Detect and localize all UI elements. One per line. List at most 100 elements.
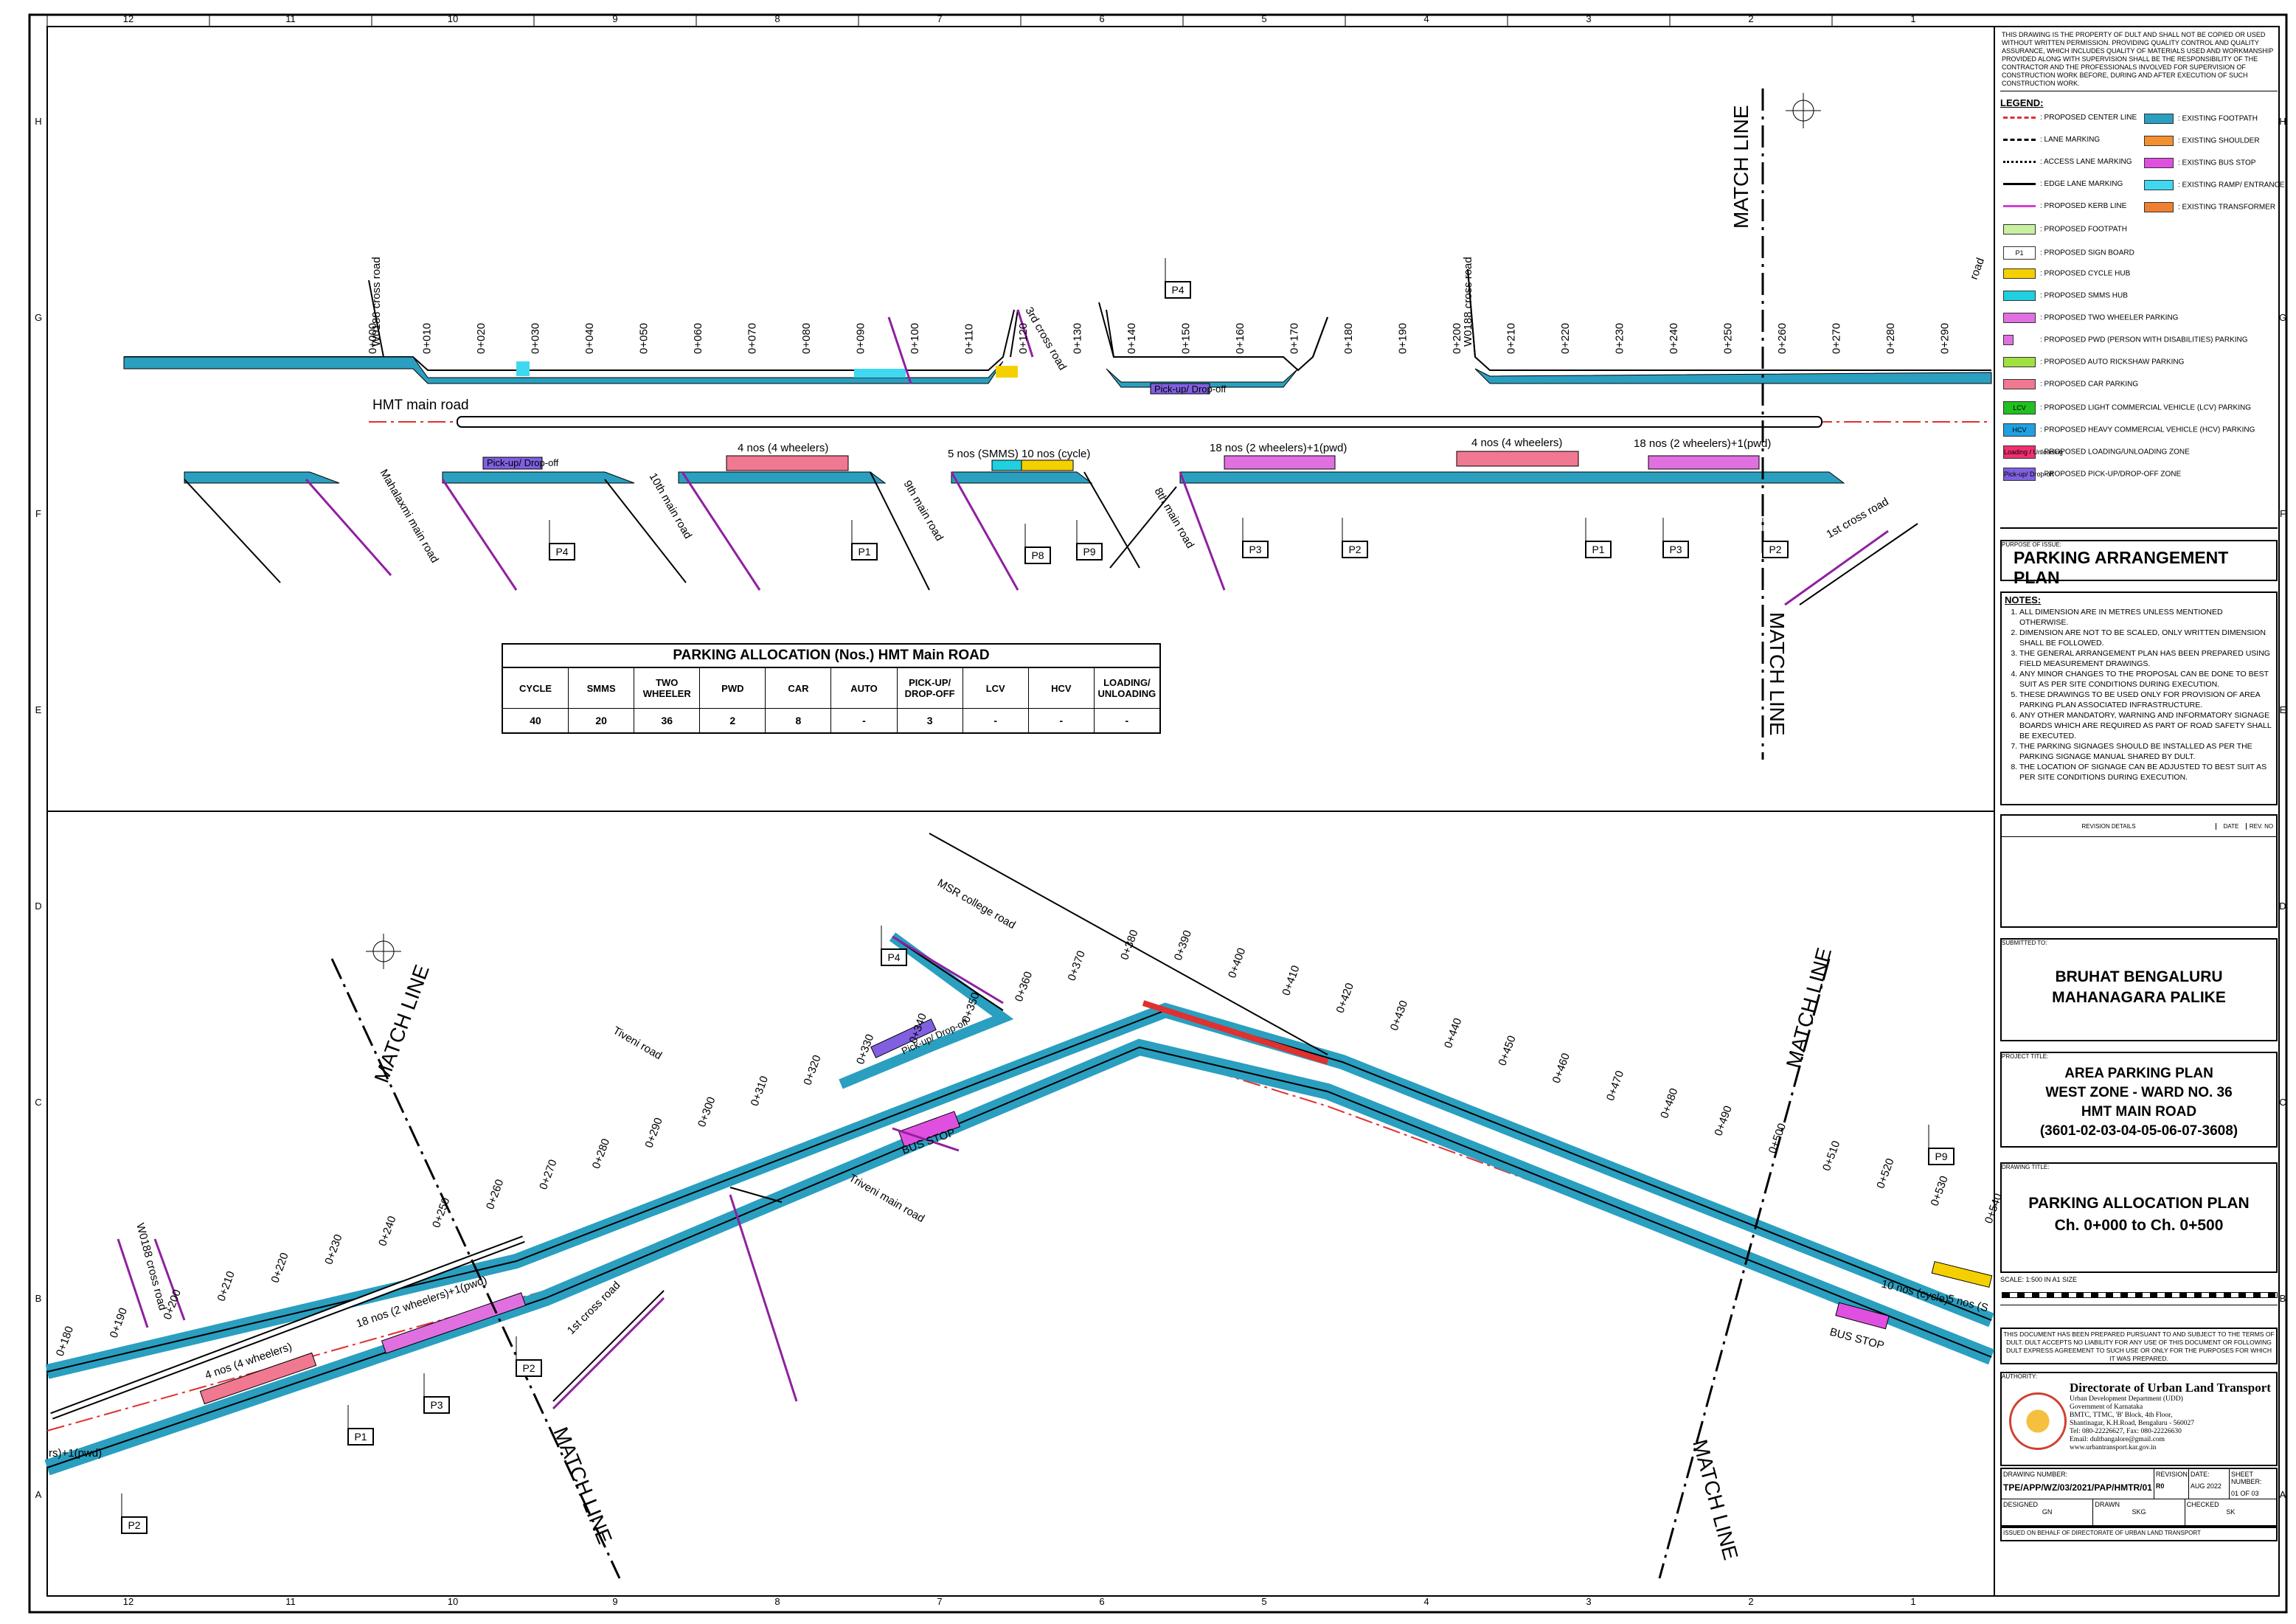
- legend-label: : PROPOSED SIGN BOARD: [2040, 249, 2134, 257]
- revision-table: REVISION DETAILS DATE REV. NO: [2000, 814, 2278, 928]
- legend-label: : PROPOSED KERB LINE: [2040, 202, 2127, 210]
- table-cell: 8: [766, 709, 832, 732]
- chainage-label: 0+150: [1180, 323, 1193, 354]
- grid-column-label: 3: [1586, 1596, 1591, 1607]
- chainage-label: 0+100: [909, 323, 921, 354]
- road-label: Tiveni road: [611, 1024, 664, 1063]
- chainage-label: 0+420: [1334, 982, 1356, 1015]
- table-header-cell: TWO WHEELER: [634, 668, 701, 708]
- drawing-number: TPE/APP/WZ/03/2021/PAP/HMTR/01: [2003, 1482, 2152, 1493]
- table-title: PARKING ALLOCATION (Nos.) HMT Main ROAD: [503, 645, 1159, 668]
- bottom-plan: [44, 833, 1995, 1579]
- legend-swatch: [2003, 138, 2036, 141]
- grid-column-label: 8: [774, 13, 780, 24]
- bus-stop-label: BUS STOP: [1828, 1325, 1885, 1352]
- chainage-label: 0+370: [1066, 949, 1088, 982]
- grid-row-label: B: [35, 1293, 42, 1304]
- sign-board-label: P2: [1769, 544, 1781, 555]
- notes-list: ALL DIMENSION ARE IN METRES UNLESS MENTI…: [2005, 607, 2273, 782]
- legend-swatch: [2003, 313, 2036, 323]
- grid-column-label: 11: [285, 13, 296, 24]
- note-item: THE LOCATION OF SIGNAGE CAN BE ADJUSTED …: [2019, 762, 2273, 782]
- table-header-cell: HCV: [1029, 668, 1095, 708]
- parking-label: 4 nos (4 wheelers): [1471, 437, 1562, 449]
- north-footpath-3: [1474, 368, 1992, 384]
- legend-item: : PROPOSED FOOTPATH: [2003, 224, 2127, 235]
- revision-header: REVISION DETAILS: [2081, 822, 2136, 830]
- sign-board-label: P2: [1348, 544, 1361, 555]
- two-wheeler-parking-bottom: [381, 1292, 527, 1354]
- table-header-cell: SMMS: [569, 668, 635, 708]
- chainage-label: 0+130: [1072, 323, 1084, 354]
- grid-column-label: 5: [1261, 1596, 1266, 1607]
- chainage-label: 0+210: [1505, 323, 1518, 354]
- date-value: AUG 2022: [2190, 1482, 2222, 1490]
- sheet-value: 01 OF 03: [2230, 1490, 2259, 1497]
- authority-line: BMTC, TTMC, 'B' Block, 4th Floor,: [2070, 1412, 2173, 1419]
- sign-board: [1242, 541, 1269, 558]
- allocation-table: PARKING ALLOCATION (Nos.) HMT Main ROAD …: [502, 643, 1161, 734]
- chainage-label: 0+320: [801, 1053, 823, 1086]
- match-line-label: MATCH LINE: [549, 1424, 616, 1547]
- road-label: 9th main road: [901, 479, 946, 544]
- project-title: PROJECT TITLE: AREA PARKING PLAN WEST ZON…: [2000, 1052, 2278, 1148]
- scale-graphic: [2002, 1292, 2278, 1298]
- road-label: 1st cross road: [1825, 496, 1891, 541]
- chainage-label: 0+260: [484, 1178, 506, 1211]
- legend-swatch: [2003, 268, 2036, 279]
- legend-item: : PROPOSED AUTO RICKSHAW PARKING: [2003, 357, 2184, 367]
- south-footpath-4: [951, 471, 1093, 484]
- authority-label: AUTHORITY:: [2002, 1373, 2038, 1380]
- legend-item: : PROPOSED SMMS HUB: [2003, 291, 2128, 301]
- scale-text: SCALE: 1:500 IN A1 SIZE: [2000, 1276, 2078, 1283]
- legend-label: : EXISTING RAMP/ ENTRANCE: [2178, 181, 2285, 190]
- grid-column-label: 11: [285, 1596, 296, 1607]
- legend-swatch: [2144, 114, 2174, 124]
- sign-board: [1165, 281, 1191, 299]
- legend-label: : EXISTING FOOTPATH: [2178, 114, 2258, 123]
- sign-board-label: P3: [430, 1399, 443, 1411]
- table-header-cell: AUTO: [831, 668, 898, 708]
- grid-column-label: 10: [448, 13, 458, 24]
- pickup-zone-top: [1150, 383, 1210, 395]
- authority-lines: Urban Development Department (UDD) Govern…: [2070, 1395, 2271, 1452]
- revision-label: REVISION:: [2155, 1471, 2190, 1478]
- chainage-label: 0+400: [1226, 946, 1248, 979]
- sign-board: [851, 543, 878, 561]
- legend-swatch: [2144, 180, 2174, 190]
- legend-item: : PROPOSED CYCLE HUB: [2003, 268, 2130, 279]
- rev-header: REV. NO: [2246, 822, 2276, 830]
- chainage-label: 0+090: [855, 323, 867, 354]
- purpose-title: PARKING ARRANGEMENT PLAN: [2014, 548, 2229, 587]
- legend-label: : PROPOSED HEAVY COMMERCIAL VEHICLE (HCV…: [2040, 426, 2255, 434]
- grid-column-label: 4: [1423, 13, 1429, 24]
- chainage-label: 0+290: [1939, 323, 1952, 354]
- drawing-number-label: DRAWING NUMBER:: [2003, 1471, 2068, 1478]
- table-header-row: CYCLE SMMS TWO WHEELER PWD CAR AUTO PICK-UP/ D…: [503, 668, 1159, 709]
- chainage-label: 0+080: [800, 323, 813, 354]
- chainage-label: 0+310: [749, 1075, 771, 1108]
- parking-label: 18 nos (2 wheelers)+1(pwd): [1634, 437, 1771, 450]
- legend-swatch: [2144, 158, 2174, 168]
- car-parking: [1456, 451, 1579, 467]
- disclaimer: THIS DRAWING IS THE PROPERTY OF DULT AND…: [2000, 31, 2278, 91]
- purpose-of-issue: PURPOSE OF ISSUE: PARKING ARRANGEMENT PL…: [2000, 540, 2278, 587]
- chainage-label: 0+230: [322, 1232, 344, 1266]
- legend-swatch: [2003, 182, 2036, 185]
- project-lines: AREA PARKING PLAN WEST ZONE - WARD NO. 36…: [2002, 1064, 2276, 1141]
- bus-stop-bottom: [898, 1111, 960, 1148]
- road-label: road: [1968, 256, 1987, 281]
- chainage-label: 0+460: [1550, 1052, 1572, 1085]
- chainage-label: 0+450: [1496, 1034, 1518, 1067]
- table-cell: -: [963, 709, 1029, 732]
- sign-board-label: P1: [354, 1431, 367, 1443]
- authority-name: Directorate of Urban Land Transport: [2070, 1381, 2271, 1395]
- grid-column-label: 4: [1423, 1596, 1429, 1607]
- table-cell: 36: [634, 709, 701, 732]
- grid-column-label: 12: [123, 1596, 133, 1607]
- legend-item: : EXISTING FOOTPATH: [2144, 114, 2258, 124]
- grid-column-label: 6: [1099, 1596, 1104, 1607]
- legend-label: : PROPOSED SMMS HUB: [2040, 291, 2128, 300]
